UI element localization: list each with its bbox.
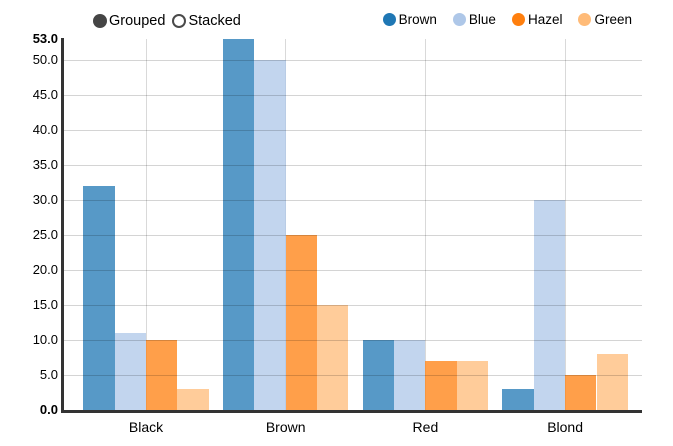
chart-mode-toggle: Grouped Stacked (93, 13, 241, 29)
y-axis-tick-label: 20.0 (32, 262, 58, 277)
horizontal-gridline (63, 339, 642, 341)
y-axis-tick-label: 45.0 (32, 87, 58, 102)
x-axis-line (61, 410, 642, 413)
vertical-gridline (424, 39, 426, 410)
bar-green-black[interactable] (177, 389, 209, 410)
vertical-gridline (145, 39, 147, 410)
mode-option-stacked[interactable]: Stacked (172, 13, 241, 29)
horizontal-gridline (63, 199, 642, 201)
bar-hazel-brown[interactable] (285, 235, 318, 410)
legend-label: Brown (398, 12, 437, 27)
y-axis-line (61, 38, 64, 411)
bar-blue-black[interactable] (114, 333, 146, 410)
radio-selected-icon (93, 14, 107, 28)
horizontal-gridline (63, 59, 642, 61)
y-axis-tick-label: 0.0 (39, 402, 58, 417)
bar-blue-blond[interactable] (533, 200, 566, 410)
x-axis-category-label: Brown (265, 419, 306, 435)
bar-green-red[interactable] (456, 361, 489, 410)
y-axis-tick-label: 5.0 (39, 367, 58, 382)
bar-green-brown[interactable] (317, 305, 349, 410)
radio-unselected-icon (172, 14, 187, 28)
legend-label: Blue (468, 12, 496, 27)
legend: Brown Blue Hazel Green (382, 12, 632, 27)
horizontal-gridline (63, 269, 642, 271)
series-color-dot-icon (382, 13, 396, 26)
x-axis-category-label: Black (128, 419, 164, 435)
bar-hazel-red[interactable] (425, 361, 457, 410)
bar-brown-black[interactable] (83, 186, 115, 410)
mode-option-label: Grouped (109, 13, 166, 29)
legend-label: Hazel (527, 12, 563, 27)
vertical-gridline (285, 39, 287, 410)
horizontal-gridline (63, 234, 642, 236)
mode-option-label: Stacked (188, 13, 241, 29)
horizontal-gridline (63, 164, 642, 166)
x-axis-category-label: Red (412, 419, 439, 435)
horizontal-gridline (63, 94, 642, 96)
vertical-gridline (564, 39, 566, 410)
legend-item-green[interactable]: Green (578, 12, 632, 27)
bar-hazel-black[interactable] (146, 340, 178, 410)
y-axis-tick-label: 53.0 (32, 31, 58, 46)
y-axis-tick-label: 35.0 (32, 157, 58, 172)
y-axis-tick-label: 50.0 (32, 52, 58, 67)
mode-option-grouped[interactable]: Grouped (93, 13, 165, 29)
horizontal-gridline (63, 129, 642, 131)
series-color-dot-icon (452, 13, 466, 26)
legend-label: Green (594, 12, 632, 27)
bar-brown-brown[interactable] (222, 39, 255, 410)
series-color-dot-icon (511, 13, 525, 26)
y-axis-tick-label: 15.0 (32, 297, 58, 312)
legend-item-blue[interactable]: Blue (452, 12, 496, 27)
bar-brown-blond[interactable] (502, 389, 534, 410)
legend-item-brown[interactable]: Brown (382, 12, 437, 27)
bar-brown-red[interactable] (362, 340, 394, 410)
series-color-dot-icon (578, 13, 592, 26)
legend-item-hazel[interactable]: Hazel (511, 12, 563, 27)
bar-hazel-blond[interactable] (565, 375, 597, 410)
bar-blue-brown[interactable] (254, 60, 286, 410)
bar-blue-red[interactable] (394, 340, 426, 410)
bar-green-blond[interactable] (596, 354, 628, 410)
y-axis-tick-label: 25.0 (32, 227, 58, 242)
y-axis-tick-label: 40.0 (32, 122, 58, 137)
horizontal-gridline (63, 374, 642, 376)
y-axis-tick-label: 30.0 (32, 192, 58, 207)
x-axis-category-label: Blond (547, 419, 583, 435)
horizontal-gridline (63, 304, 642, 306)
y-axis-tick-label: 10.0 (32, 332, 58, 347)
